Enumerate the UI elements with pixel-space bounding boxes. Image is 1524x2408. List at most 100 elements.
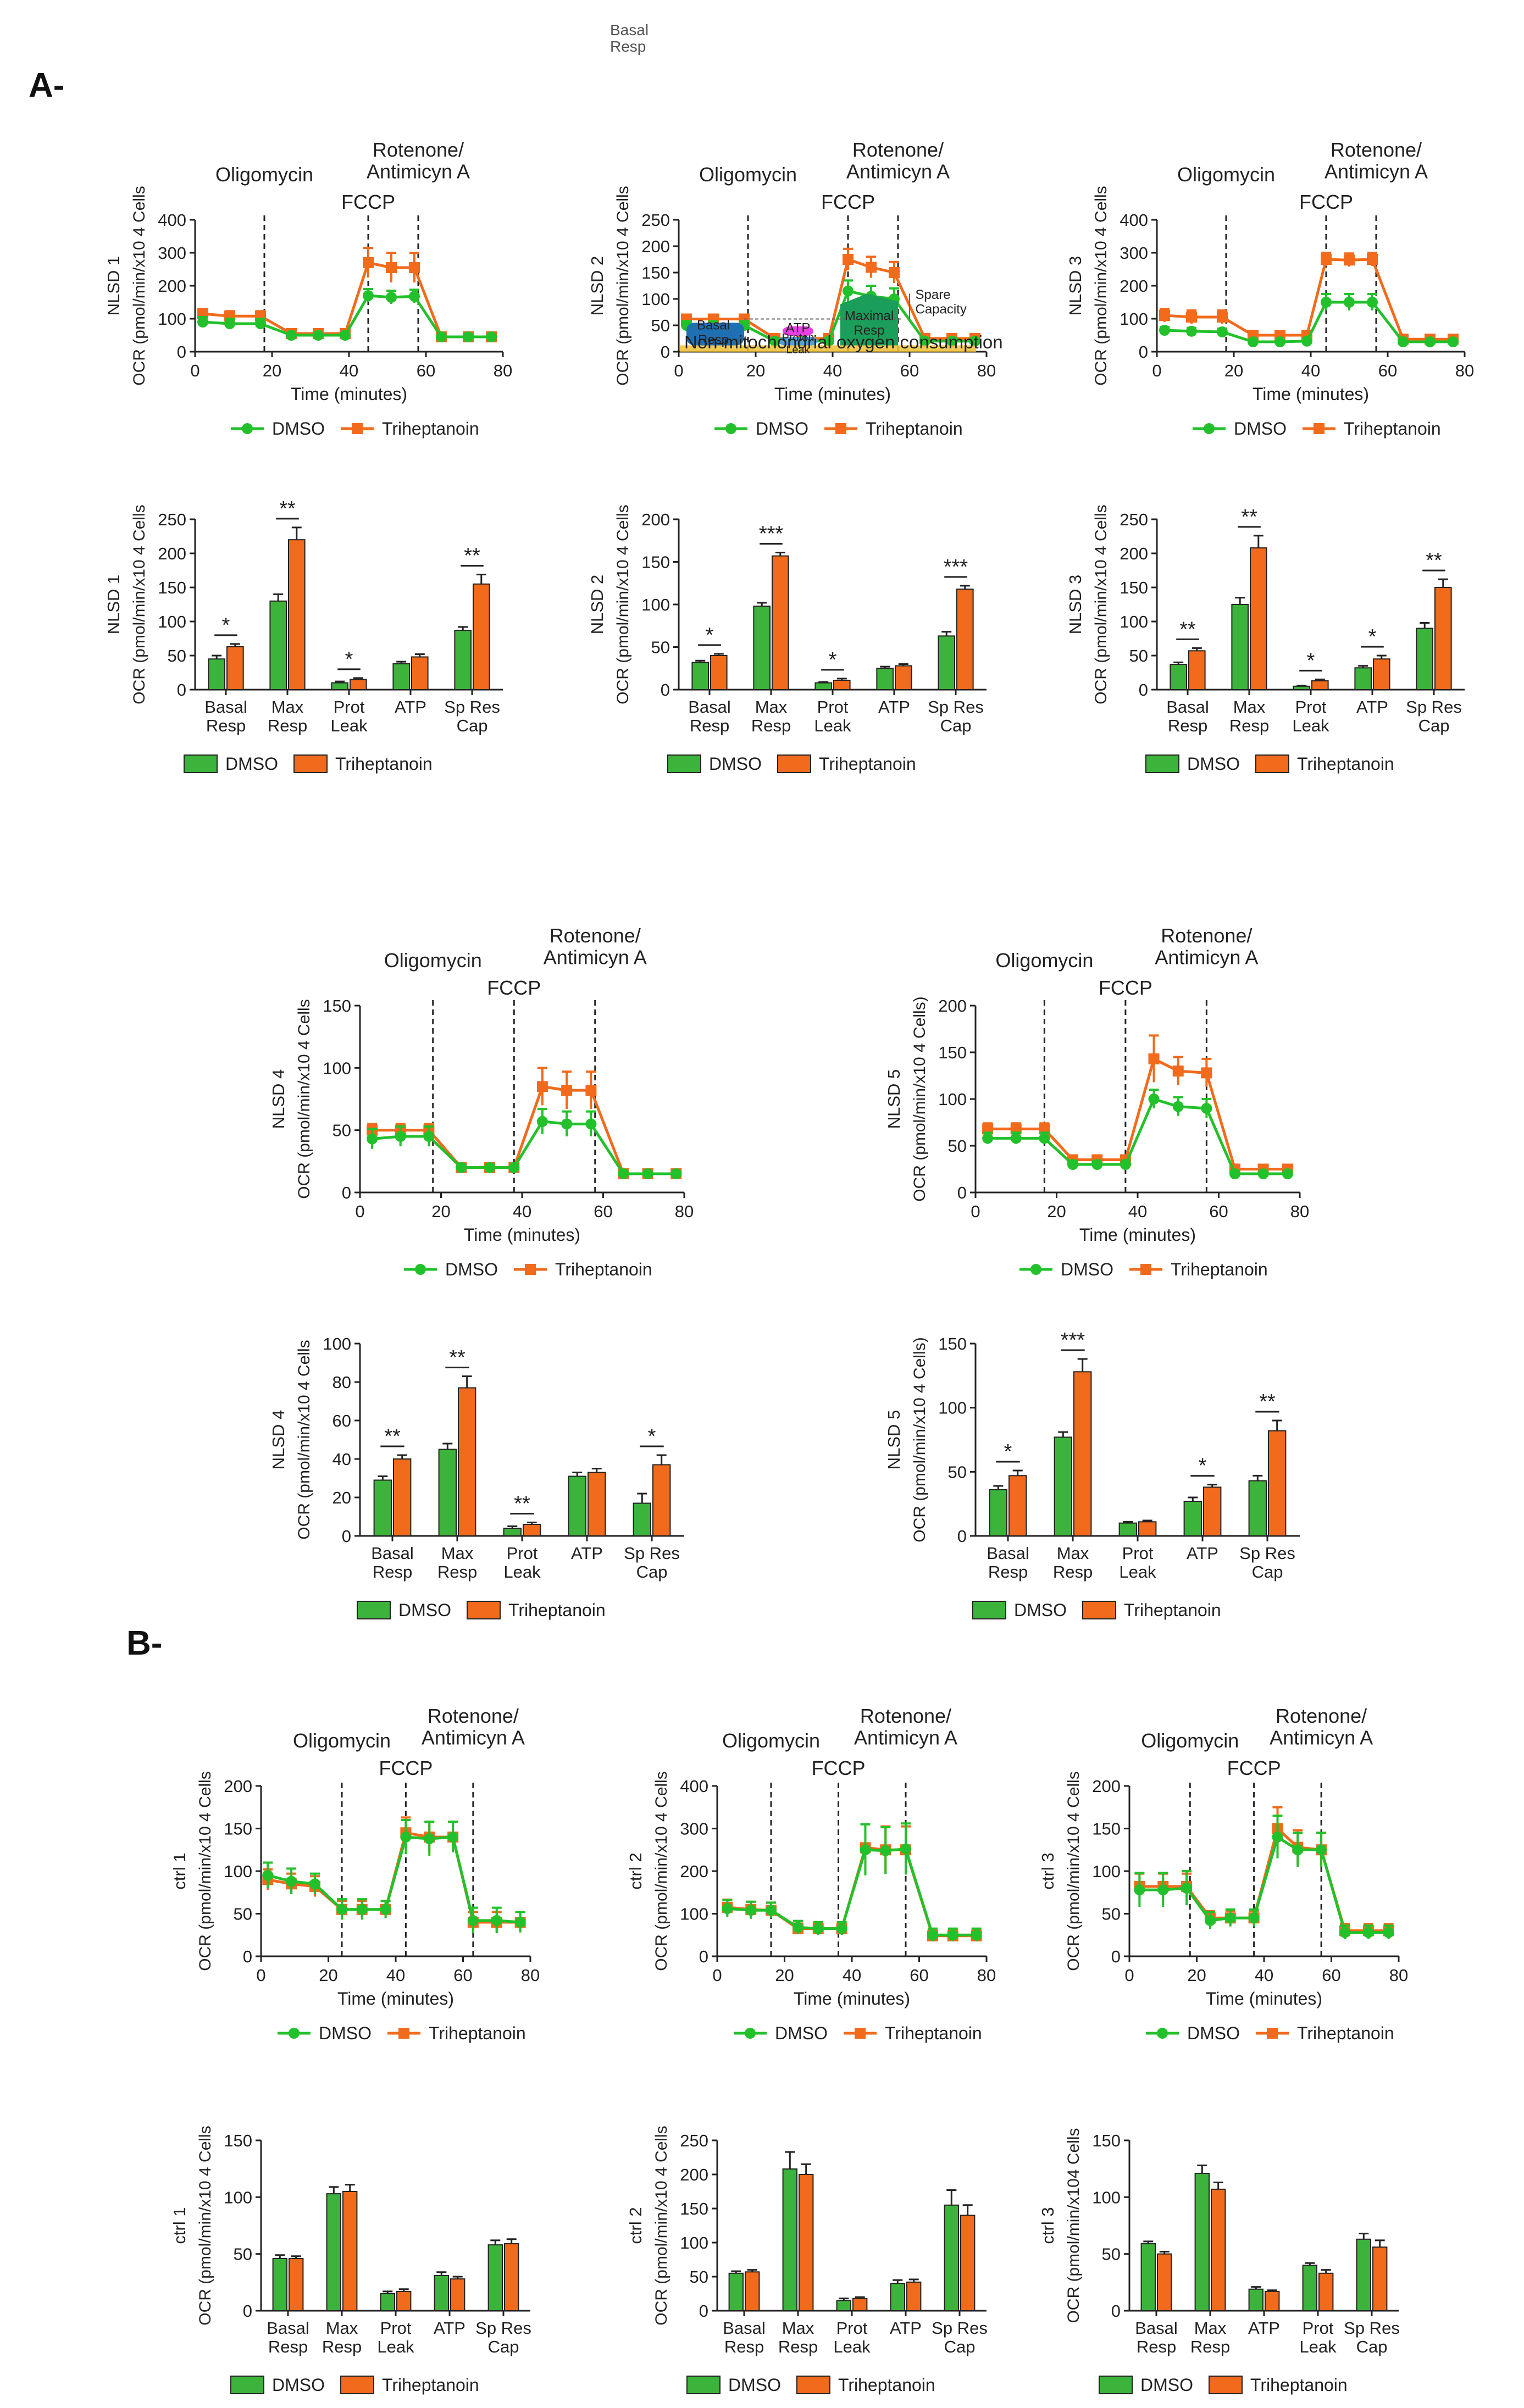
line_nlsd4-y-id-label: NLSD 4 — [269, 1069, 288, 1129]
line_nlsd2-point — [919, 335, 930, 347]
bar_nlsd5-bar-triheptanoin — [1073, 1371, 1092, 1536]
bar_ctrl3-bar-dmso — [1248, 2288, 1264, 2312]
line_ctrl3-point — [1134, 1884, 1145, 1896]
bar_nlsd3-y-tick-label: 0 — [1139, 680, 1148, 700]
bar_ctrl1-legend-trih-swatch — [340, 2376, 374, 2394]
bar_nlsd4-y-tick-label: 80 — [332, 1373, 351, 1392]
line_ctrl3-y-tick-label: 0 — [1111, 1947, 1121, 1966]
line_nlsd2-point — [769, 335, 780, 347]
bar_ctrl3-category-label: ATP — [1248, 2318, 1280, 2338]
bar_ctrl3-bar-dmso — [1140, 2243, 1156, 2312]
bar_nlsd3-y-tick-label: 250 — [1120, 510, 1148, 529]
line_nlsd4-y-tick-label: 100 — [323, 1058, 351, 1078]
line_nlsd3-point — [1159, 325, 1170, 336]
bar_nlsd5-bar-triheptanoin — [1008, 1475, 1027, 1537]
line_ctrl3-x-tick-label: 20 — [1187, 1966, 1206, 1985]
chart-line_ctrl1: 0 50 100 150 200 0 20 40 60 80 Time (minutes) OCR (… — [170, 1705, 540, 2043]
line_ctrl1-point — [309, 1878, 320, 1890]
bar_nlsd2-sig-label: *** — [759, 522, 784, 545]
bar_nlsd1-y-tick-label: 0 — [177, 680, 186, 700]
bar_nlsd4-bar-dmso — [503, 1528, 522, 1536]
bar_ctrl3-bar-dmso — [1194, 2172, 1210, 2311]
bar_nlsd3-y-tick-label: 200 — [1120, 544, 1148, 563]
bar_nlsd4-category-label: ATP — [571, 1544, 603, 1563]
bar_nlsd2-bar-dmso — [753, 606, 771, 690]
line_nlsd2-y-tick-label: 150 — [641, 263, 670, 282]
bar_nlsd3-sig-label: * — [1368, 625, 1377, 648]
line_nlsd5-legend-dmso-marker — [1030, 1264, 1041, 1275]
line_ctrl2-x-tick-label: 0 — [712, 1966, 722, 1985]
bar_nlsd2-y-tick-label: 150 — [641, 553, 670, 572]
line_nlsd2-point — [946, 335, 957, 347]
bar_ctrl1-bar-dmso — [434, 2274, 449, 2311]
bar_nlsd1-y-label: OCR (pmol/min/x10 4 Cells — [130, 504, 148, 704]
chart-line_nlsd5: 0 50 100 150 200 0 20 40 60 80 Time (minutes) OCR (… — [884, 924, 1309, 1279]
line_ctrl3-y-tick-label: 150 — [1092, 1819, 1121, 1839]
line_nlsd4-point — [670, 1168, 682, 1179]
line_nlsd2-x-tick-label: 80 — [977, 361, 996, 380]
line_ctrl2-point — [900, 1843, 911, 1855]
line_nlsd5-marker-label: FCCP — [1099, 976, 1152, 999]
line_ctrl3-point — [1224, 1912, 1236, 1924]
bar_nlsd5-category-label: Basal Resp — [987, 1544, 1029, 1582]
line_nlsd1-point — [224, 318, 235, 329]
line_ctrl3-point — [1383, 1927, 1394, 1938]
line_ctrl3-marker-label: Oligomycin — [1141, 1729, 1239, 1752]
bar_nlsd3-category-label: Sp Res Cap — [1406, 697, 1462, 735]
bar_ctrl1-y-tick-label: 50 — [234, 2245, 252, 2264]
bar_nlsd5-legend-trih-label: Triheptanoin — [1124, 1600, 1221, 1620]
line_ctrl1-series-dmso — [267, 1835, 520, 1924]
line_ctrl3-point — [1248, 1912, 1260, 1924]
bar_ctrl2-legend-trih-label: Triheptanoin — [838, 2375, 935, 2395]
bar_nlsd1-bar-dmso — [208, 658, 225, 691]
bar_ctrl3-bar-dmso — [1356, 2238, 1371, 2311]
bar_nlsd2-legend-trih-label: Triheptanoin — [819, 754, 916, 774]
bar_nlsd2-category-label: Basal Resp — [688, 697, 731, 735]
line_ctrl1-x-tick-label: 40 — [386, 1966, 405, 1985]
bar_ctrl1-legend-dmso-swatch — [230, 2376, 264, 2394]
bar_nlsd2-bar-triheptanoin — [772, 555, 789, 690]
bar_nlsd3-y-tick-label: 50 — [1129, 646, 1148, 665]
line_ctrl1-point — [336, 1904, 347, 1915]
bar_nlsd1-bar-triheptanoin — [350, 679, 367, 690]
line_nlsd4-marker-label: Oligomycin — [384, 949, 482, 972]
line_ctrl2-point — [812, 1923, 824, 1934]
bar_ctrl1-y-tick-label: 100 — [224, 2188, 252, 2207]
bar_nlsd2-bar-dmso — [876, 668, 894, 690]
bar_nlsd3-legend-dmso-label: DMSO — [1187, 754, 1240, 774]
line_nlsd3-series-dmso — [1164, 301, 1453, 343]
line_ctrl3-x-tick-label: 40 — [1255, 1966, 1273, 1985]
line_nlsd4-x-tick-label: 0 — [355, 1202, 364, 1221]
line_ctrl1-point — [424, 1833, 435, 1845]
bar_nlsd5-bar-dmso — [989, 1489, 1008, 1536]
line_nlsd5-point — [1229, 1168, 1240, 1179]
line_nlsd2-non-mito-band — [680, 345, 976, 352]
chart-line_nlsd1: 0 100 200 300 400 0 20 40 60 80 Time (minutes) OCR … — [104, 138, 512, 439]
bar_ctrl1-category-label: Sp Res Cap — [475, 2318, 531, 2356]
line_ctrl3-y-tick-label: 50 — [1102, 1905, 1121, 1924]
line_nlsd2-maximal-region — [840, 293, 898, 346]
bar_nlsd1-legend-dmso-swatch — [184, 754, 218, 773]
line_nlsd4-x-tick-label: 60 — [594, 1202, 612, 1221]
bar_nlsd3-sig-label: ** — [1241, 506, 1257, 529]
line_nlsd1-point — [286, 330, 297, 341]
line_ctrl2-y-tick-label: 300 — [680, 1819, 708, 1839]
line_nlsd1-point — [363, 290, 374, 301]
bar_ctrl2-legend-trih-swatch — [796, 2376, 830, 2394]
bar_nlsd4-sig-label: ** — [384, 1425, 401, 1448]
bar_nlsd2-legend-trih-swatch — [777, 754, 811, 773]
bar_nlsd1-y-tick-label: 50 — [168, 646, 186, 665]
line_nlsd1-x-tick-label: 40 — [340, 361, 358, 380]
bar_nlsd3-bar-dmso — [1231, 604, 1249, 690]
line_nlsd3-point — [1425, 336, 1436, 347]
line_nlsd3-marker-label: Oligomycin — [1177, 163, 1275, 186]
line_ctrl1-x-tick-label: 20 — [319, 1966, 337, 1985]
bar_nlsd4-legend-trih-label: Triheptanoin — [508, 1600, 606, 1620]
line_ctrl3-legend-dmso-label: DMSO — [1187, 2023, 1240, 2043]
chart-line_nlsd4: 0 50 100 150 0 20 40 60 80 Time (minutes) OCR (pmo… — [269, 924, 694, 1279]
line_nlsd4-x-tick-label: 20 — [431, 1202, 450, 1221]
line_nlsd1-legend-trih-label: Triheptanoin — [382, 419, 479, 439]
line_ctrl2-point — [836, 1923, 847, 1934]
bar_nlsd3-category-label: Basal Resp — [1166, 697, 1209, 735]
line_ctrl1-y-tick-label: 100 — [224, 1862, 252, 1881]
